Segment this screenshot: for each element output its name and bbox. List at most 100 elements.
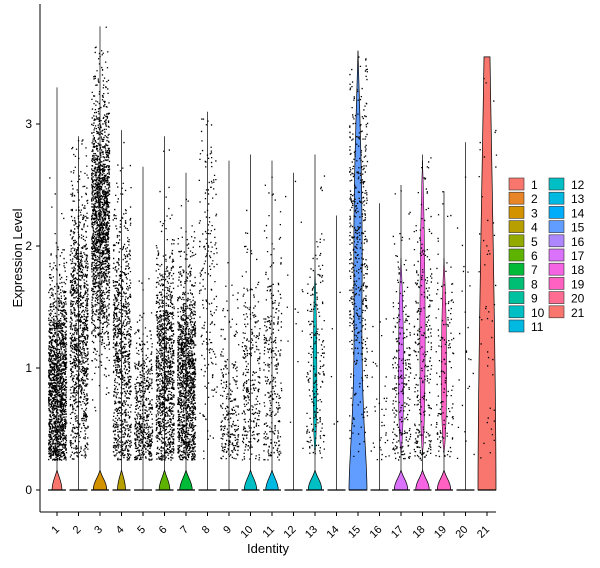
legend-label-8: 8 [531, 277, 538, 291]
points-15 [349, 56, 369, 458]
violin-body-18 [419, 160, 426, 454]
point-cloud-1 [48, 177, 68, 461]
legend-item-17: 17 [548, 248, 585, 263]
legend-swatch-17 [548, 248, 565, 262]
legend-label-7: 7 [531, 263, 538, 277]
point-cloud-13 [306, 175, 326, 459]
legend-swatch-1 [508, 177, 525, 191]
y-tick-label-2: 2 [25, 239, 32, 253]
violin-13 [306, 154, 326, 491]
legend-label-17: 17 [571, 249, 585, 263]
plot-area [48, 26, 498, 491]
legend-swatch-20 [548, 291, 565, 304]
points-14 [330, 291, 341, 425]
violin-shape-11 [265, 160, 279, 491]
legend-item-5: 5 [508, 234, 538, 249]
points-12 [285, 180, 304, 450]
point-cloud-14 [330, 291, 341, 425]
legend-label-1: 1 [531, 178, 538, 192]
legend-item-7: 7 [508, 262, 538, 277]
point-cloud-7 [177, 198, 197, 461]
violin-3 [91, 26, 111, 491]
y-tick-label-0: 0 [25, 483, 32, 497]
point-cloud-9 [220, 262, 240, 460]
points-9 [220, 262, 240, 460]
legend-swatch-12 [548, 177, 565, 191]
legend-swatch-11 [508, 319, 525, 333]
legend-swatch-2 [508, 191, 525, 205]
violin-14 [327, 215, 346, 491]
point-cloud-16 [370, 318, 390, 461]
violin-body-15 [348, 50, 368, 491]
point-cloud-12 [285, 180, 304, 450]
legend-label-5: 5 [531, 235, 538, 249]
point-cloud-11 [263, 176, 283, 461]
points-18 [413, 157, 433, 461]
legend-label-3: 3 [531, 206, 538, 220]
x-tick-label-14: 14 [324, 524, 341, 541]
x-tick-label-19: 19 [432, 524, 449, 541]
points-5 [134, 278, 154, 461]
legend-item-2: 2 [508, 191, 538, 206]
legend-label-21: 21 [571, 306, 585, 320]
legend-swatch-4 [508, 220, 525, 233]
point-cloud-10 [241, 209, 261, 461]
points-4 [112, 141, 132, 461]
point-cloud-5 [134, 278, 154, 461]
violin-16 [370, 203, 390, 491]
legend-item-19: 19 [548, 277, 585, 291]
legend-label-18: 18 [571, 263, 585, 277]
legend-label-2: 2 [531, 192, 538, 206]
legend-item-20: 20 [548, 291, 585, 306]
legend-swatch-16 [548, 234, 565, 248]
violin-5 [134, 166, 154, 491]
violin-15 [348, 50, 369, 491]
legend-item-10: 10 [508, 305, 545, 320]
violin-19 [435, 191, 455, 491]
violin-4 [112, 130, 132, 491]
legend-item-21: 21 [548, 305, 585, 320]
violin-18 [413, 154, 433, 491]
legend-item-6: 6 [508, 248, 538, 263]
violin-21 [477, 56, 498, 491]
violin-body-17 [398, 258, 404, 454]
legend-label-12: 12 [571, 178, 585, 192]
violin-body-19 [441, 258, 447, 454]
legend-swatch-8 [508, 277, 525, 290]
point-cloud-8 [198, 118, 218, 460]
points-10 [241, 209, 261, 461]
legend-item-12: 12 [548, 177, 585, 192]
points-6 [155, 149, 175, 461]
x-tick-label-1: 1 [49, 524, 62, 537]
points-16 [370, 318, 390, 461]
points-11 [263, 176, 283, 461]
legend-label-19: 19 [571, 277, 585, 291]
legend-label-11: 11 [531, 320, 544, 334]
legend-item-8: 8 [508, 277, 538, 291]
legend-item-16: 16 [548, 234, 585, 249]
legend-item-15: 15 [548, 220, 585, 235]
legend-item-18: 18 [548, 262, 585, 277]
legend-item-1: 1 [508, 177, 538, 192]
x-tick-label-15: 15 [346, 524, 363, 541]
x-axis-title: Identity [247, 541, 289, 556]
y-tick-label-3: 3 [25, 117, 32, 131]
violin-9 [220, 160, 240, 491]
violin-17 [392, 185, 412, 491]
violin-body-21 [477, 56, 497, 491]
x-tick-label-3: 3 [92, 524, 105, 537]
x-tick-label-2: 2 [71, 524, 84, 537]
x-tick-label-16: 16 [367, 524, 384, 541]
legend-item-11: 11 [508, 319, 544, 334]
legend-item-14: 14 [548, 206, 585, 220]
x-tick-label-5: 5 [135, 524, 148, 537]
x-ticks: 1 2 3 4 5 6 7 8 9 10 11 12 13 14 15 16 17 18 19 20 21 [49, 512, 492, 541]
point-cloud-6 [155, 149, 175, 461]
violin-2 [69, 136, 89, 491]
points-3 [91, 26, 111, 412]
points-1 [48, 177, 68, 461]
legend-label-13: 13 [571, 192, 585, 206]
x-tick-label-7: 7 [178, 524, 191, 537]
